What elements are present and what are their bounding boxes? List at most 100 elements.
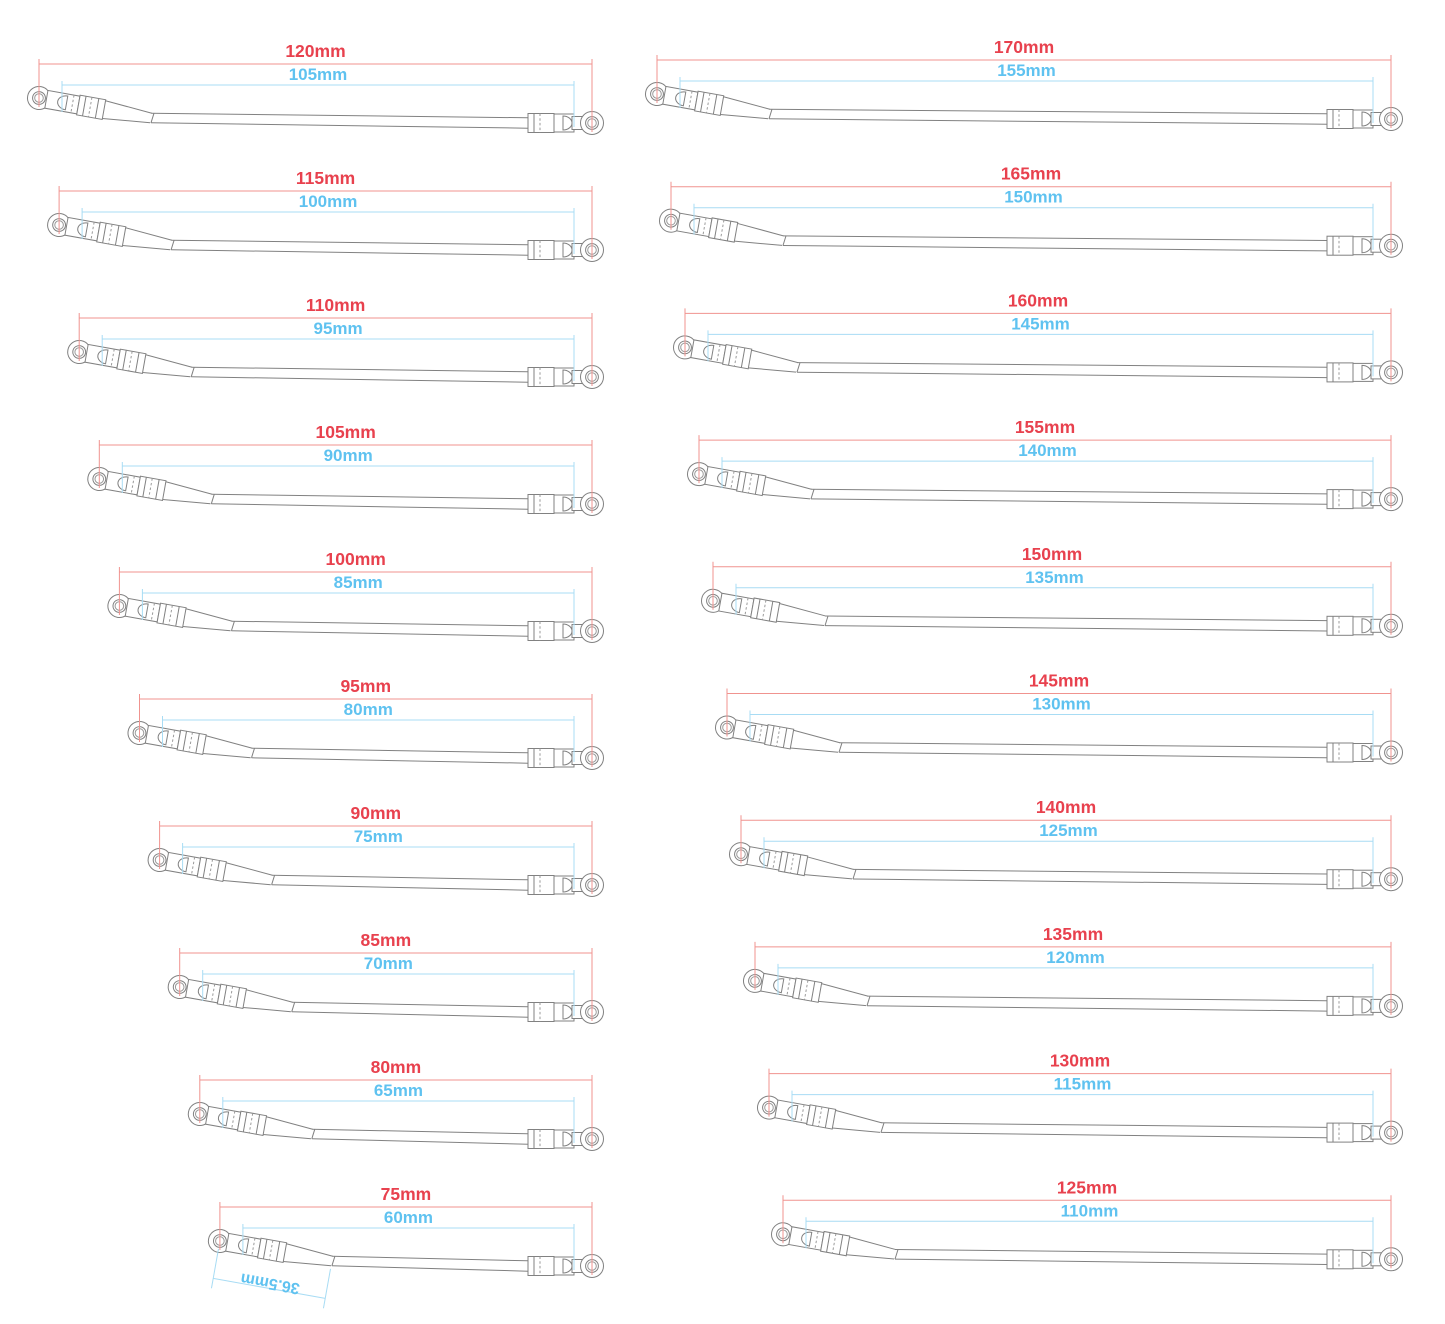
overall-dimension-label: 75mm bbox=[381, 1184, 432, 1204]
dimension-lines bbox=[726, 688, 1392, 762]
rod-diagram-115mm: 115mm 100mm bbox=[47, 168, 604, 262]
inner-dimension-label: 125mm bbox=[1039, 821, 1098, 840]
rod-diagram-160mm: 160mm 145mm bbox=[673, 290, 1403, 385]
inner-dimension-label: 130mm bbox=[1032, 695, 1091, 714]
overall-dimension-label: 135mm bbox=[1043, 924, 1103, 944]
inner-dimension-label: 85mm bbox=[334, 573, 383, 592]
inner-dimension-label: 155mm bbox=[997, 61, 1056, 80]
inner-dimension-label: 140mm bbox=[1018, 441, 1077, 460]
dimension-lines bbox=[768, 1068, 1392, 1142]
rod-diagram-80mm: 80mm 65mm bbox=[187, 1057, 604, 1151]
dimension-lines bbox=[782, 1195, 1392, 1269]
rod-diagram-140mm: 140mm 125mm bbox=[729, 797, 1403, 892]
overall-dimension-label: 145mm bbox=[1029, 671, 1089, 691]
rod-diagram-170mm: 170mm 155mm bbox=[645, 37, 1403, 131]
overall-dimension-label: 80mm bbox=[371, 1057, 422, 1077]
dimension-lines bbox=[670, 181, 1392, 255]
overall-dimension-label: 165mm bbox=[1001, 164, 1061, 184]
inner-dimension-label: 65mm bbox=[374, 1081, 423, 1100]
dimension-lines bbox=[98, 440, 593, 513]
rod-drawing bbox=[107, 594, 604, 643]
rod-diagram-75mm: 75mm 60mm 36.5mm bbox=[207, 1184, 604, 1309]
rod-drawing bbox=[743, 968, 1403, 1018]
rod-drawing bbox=[27, 86, 604, 135]
rod-drawing bbox=[47, 213, 604, 262]
rod-diagram-110mm: 110mm 95mm bbox=[67, 295, 604, 389]
rod-drawing bbox=[771, 1222, 1403, 1272]
rod-diagram-120mm: 120mm 105mm bbox=[27, 41, 604, 135]
overall-dimension-label: 85mm bbox=[361, 930, 412, 950]
dimension-lines bbox=[656, 55, 1392, 128]
dimension-lines bbox=[712, 561, 1392, 635]
inner-dimension-label: 75mm bbox=[354, 827, 403, 846]
inner-dimension-label: 105mm bbox=[289, 65, 348, 84]
rod-drawing bbox=[757, 1095, 1403, 1145]
inner-dimension-label: 145mm bbox=[1011, 314, 1070, 333]
rod-drawing bbox=[729, 842, 1403, 892]
inner-dimension-label: 100mm bbox=[299, 192, 358, 211]
dimension-lines bbox=[159, 821, 593, 894]
inner-dimension-label: 150mm bbox=[1004, 188, 1063, 207]
dimension-lines bbox=[139, 694, 593, 767]
inner-dimension-label: 110mm bbox=[1061, 1201, 1119, 1220]
rod-drawing bbox=[167, 975, 604, 1024]
rod-drawing bbox=[67, 340, 604, 389]
rod-drawing bbox=[715, 715, 1403, 765]
overall-dimension-label: 115mm bbox=[296, 168, 355, 188]
overall-dimension-label: 125mm bbox=[1057, 1177, 1117, 1197]
rod-diagram-85mm: 85mm 70mm bbox=[167, 930, 604, 1024]
angled-section-dimension bbox=[210, 1248, 331, 1309]
inner-dimension-label: 60mm bbox=[384, 1208, 433, 1227]
overall-dimension-label: 120mm bbox=[285, 41, 345, 61]
dimension-lines bbox=[179, 948, 593, 1021]
overall-dimension-label: 170mm bbox=[994, 37, 1054, 57]
rod-diagram-100mm: 100mm 85mm bbox=[107, 549, 604, 643]
inner-dimension-label: 120mm bbox=[1046, 948, 1105, 967]
angled-section-dimension-label: 36.5mm bbox=[239, 1269, 301, 1296]
dimension-lines bbox=[219, 1202, 593, 1275]
dimension-lines bbox=[698, 435, 1392, 509]
dimension-lines bbox=[754, 941, 1392, 1015]
overall-dimension-label: 155mm bbox=[1015, 417, 1075, 437]
dimension-lines bbox=[740, 815, 1392, 889]
overall-dimension-label: 140mm bbox=[1036, 797, 1096, 817]
rod-drawing bbox=[87, 467, 604, 516]
inner-dimension-label: 80mm bbox=[344, 700, 393, 719]
overall-dimension-label: 110mm bbox=[306, 295, 365, 315]
overall-dimension-label: 130mm bbox=[1050, 1051, 1110, 1071]
dimension-lines bbox=[58, 186, 593, 259]
overall-dimension-label: 100mm bbox=[326, 549, 386, 569]
dimension-lines bbox=[38, 59, 593, 132]
rod-diagram-165mm: 165mm 150mm bbox=[659, 164, 1403, 258]
inner-dimension-label: 135mm bbox=[1025, 568, 1084, 587]
dimension-lines bbox=[118, 567, 593, 640]
rod-drawing bbox=[187, 1102, 604, 1151]
rod-drawing bbox=[207, 1229, 604, 1278]
inner-dimension-label: 90mm bbox=[324, 446, 373, 465]
rod-drawing bbox=[687, 462, 1403, 512]
rod-drawing bbox=[127, 721, 604, 770]
overall-dimension-label: 90mm bbox=[351, 803, 402, 823]
rod-drawing bbox=[645, 82, 1403, 131]
rod-diagram-130mm: 130mm 115mm bbox=[757, 1051, 1403, 1145]
inner-dimension-label: 70mm bbox=[364, 954, 413, 973]
rod-diagram-105mm: 105mm 90mm bbox=[87, 422, 604, 516]
rod-diagram-150mm: 150mm 135mm bbox=[701, 544, 1403, 638]
rod-drawing bbox=[147, 848, 604, 897]
rod-diagram-135mm: 135mm 120mm bbox=[743, 924, 1403, 1018]
overall-dimension-label: 95mm bbox=[340, 676, 391, 696]
dimension-lines bbox=[199, 1075, 593, 1148]
dimension-lines bbox=[684, 308, 1392, 382]
rod-drawing bbox=[659, 208, 1403, 258]
overall-dimension-label: 160mm bbox=[1008, 290, 1068, 310]
inner-dimension-label: 115mm bbox=[1054, 1075, 1112, 1094]
rod-diagram-155mm: 155mm 140mm bbox=[687, 417, 1403, 512]
overall-dimension-label: 105mm bbox=[315, 422, 375, 442]
rod-drawing bbox=[701, 588, 1403, 638]
rod-diagram-125mm: 125mm 110mm bbox=[771, 1177, 1403, 1272]
inner-dimension-label: 95mm bbox=[314, 319, 363, 338]
rod-diagram-90mm: 90mm 75mm bbox=[147, 803, 604, 897]
rod-drawing bbox=[673, 335, 1403, 385]
